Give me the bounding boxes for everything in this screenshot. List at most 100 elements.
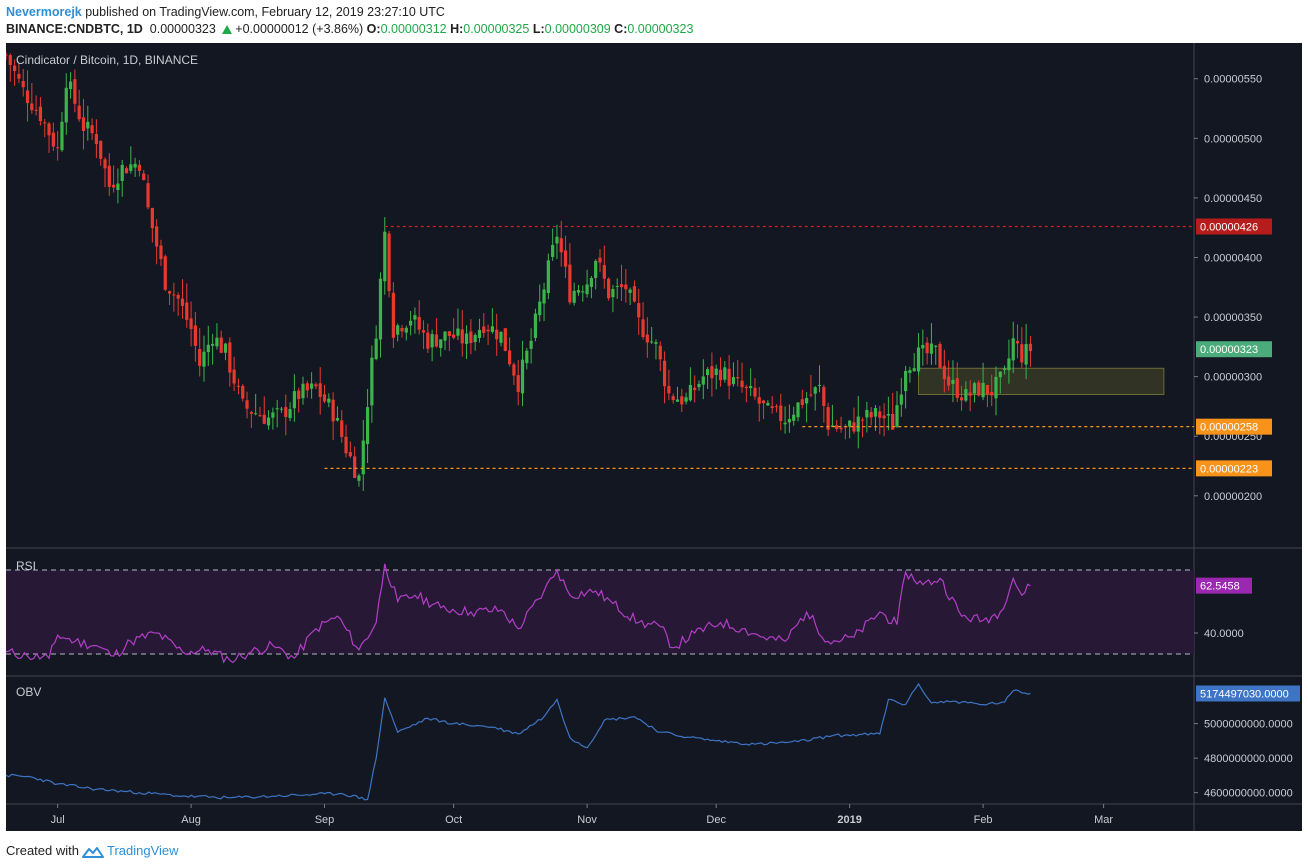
- tradingview-logo-icon: [81, 847, 104, 858]
- candle-body: [155, 226, 159, 247]
- candle-body: [413, 315, 417, 320]
- candle-body: [869, 411, 873, 418]
- candle-body: [335, 417, 340, 421]
- candle-body: [17, 74, 21, 79]
- price-chart[interactable]: 0.00000550 0.00000500 0.00000450 0.00000400…: [6, 43, 1302, 831]
- chart-container[interactable]: 0.00000550 0.00000500 0.00000450 0.00000400…: [6, 43, 1302, 831]
- candle-body: [645, 334, 649, 343]
- y-tick-label: 0.00000400: [1204, 252, 1262, 264]
- candle-body: [783, 422, 787, 425]
- candle-body: [697, 383, 701, 388]
- candle-body: [641, 319, 645, 338]
- candle-body: [456, 328, 460, 336]
- candle-body: [563, 250, 568, 267]
- candle-body: [378, 278, 383, 340]
- candle-body: [331, 399, 335, 422]
- candle-body: [357, 475, 361, 481]
- candle-body: [193, 325, 197, 346]
- candle-body: [340, 420, 344, 437]
- candle-body: [761, 400, 766, 404]
- candle-body: [404, 327, 408, 333]
- candle-body: [671, 396, 675, 401]
- candle-body: [279, 408, 284, 410]
- candle-body: [482, 326, 486, 333]
- rsi-tick-label: 40.0000: [1204, 628, 1244, 640]
- candle-body: [124, 168, 129, 174]
- candle-body: [598, 257, 602, 263]
- candle-body: [275, 408, 279, 410]
- candle-body: [206, 344, 210, 353]
- candle-body: [886, 414, 890, 416]
- candle-body: [749, 385, 753, 389]
- candle-body: [51, 132, 55, 147]
- candle-body: [318, 383, 322, 397]
- candle-body: [271, 412, 275, 418]
- y-tick-label: 0.00000200: [1204, 491, 1262, 503]
- candle-body: [921, 344, 925, 349]
- candle-body: [452, 334, 456, 338]
- candle-body: [740, 380, 744, 388]
- candle-body: [219, 337, 223, 353]
- candle-body: [232, 369, 236, 384]
- candle-body: [520, 359, 525, 394]
- candle-body: [421, 330, 426, 333]
- candle-body: [865, 409, 869, 418]
- obv-label: OBV: [16, 685, 42, 699]
- x-tick-label: Oct: [445, 814, 462, 826]
- candle-body: [516, 375, 520, 392]
- candle-body: [460, 329, 464, 344]
- candle-body: [211, 343, 215, 346]
- candle-body: [344, 436, 348, 454]
- candle-body: [925, 342, 929, 354]
- candle-body: [817, 384, 822, 386]
- candle-body: [434, 334, 439, 347]
- candle-body: [658, 345, 662, 360]
- candle-body: [443, 331, 447, 341]
- candle-body: [159, 245, 163, 260]
- last-price: 0.00000323: [149, 22, 216, 36]
- candle-body: [426, 332, 430, 349]
- candle-body: [710, 366, 714, 379]
- candle-body: [1011, 338, 1015, 361]
- obv-tick-label: 4800000000.0000: [1204, 753, 1293, 765]
- candle-body: [800, 399, 804, 406]
- candle-body: [632, 286, 637, 302]
- candle-body: [714, 368, 718, 376]
- candle-body: [891, 414, 895, 430]
- candle-body: [30, 103, 34, 111]
- candle-body: [94, 134, 98, 145]
- candle-body: [895, 405, 899, 427]
- candle-body: [133, 163, 137, 168]
- price-tag-label: 0.00000323: [1200, 344, 1258, 356]
- tradingview-link[interactable]: TradingView: [106, 843, 179, 858]
- candle-body: [602, 265, 606, 279]
- candle-body: [353, 456, 357, 478]
- candle-body: [766, 402, 770, 406]
- candle-body: [64, 87, 68, 123]
- candle-body: [779, 405, 783, 422]
- candle-body: [947, 376, 951, 386]
- x-tick-label: Nov: [577, 814, 597, 826]
- candle-body: [383, 231, 387, 282]
- x-tick-label: Sep: [315, 814, 335, 826]
- candle-body: [607, 278, 611, 299]
- candle-body: [581, 291, 585, 293]
- candle-body: [770, 406, 774, 409]
- candle-body: [99, 140, 103, 159]
- author-link[interactable]: Nevermorejk: [6, 5, 82, 19]
- candle-body: [835, 425, 839, 429]
- y-tick-label: 0.00000350: [1204, 312, 1262, 324]
- candle-body: [508, 350, 512, 365]
- candle-body: [533, 313, 538, 338]
- candle-body: [538, 301, 542, 316]
- footer: Created with TradingView: [6, 843, 179, 859]
- candle-body: [572, 290, 576, 303]
- candle-body: [650, 341, 654, 343]
- candle-body: [180, 298, 185, 306]
- candle-body: [813, 387, 817, 394]
- x-tick-label: Mar: [1094, 814, 1113, 826]
- candle-body: [469, 331, 473, 344]
- candle-body: [727, 368, 731, 386]
- obv-tick-label: 4600000000.0000: [1204, 788, 1293, 800]
- candle-body: [706, 369, 710, 376]
